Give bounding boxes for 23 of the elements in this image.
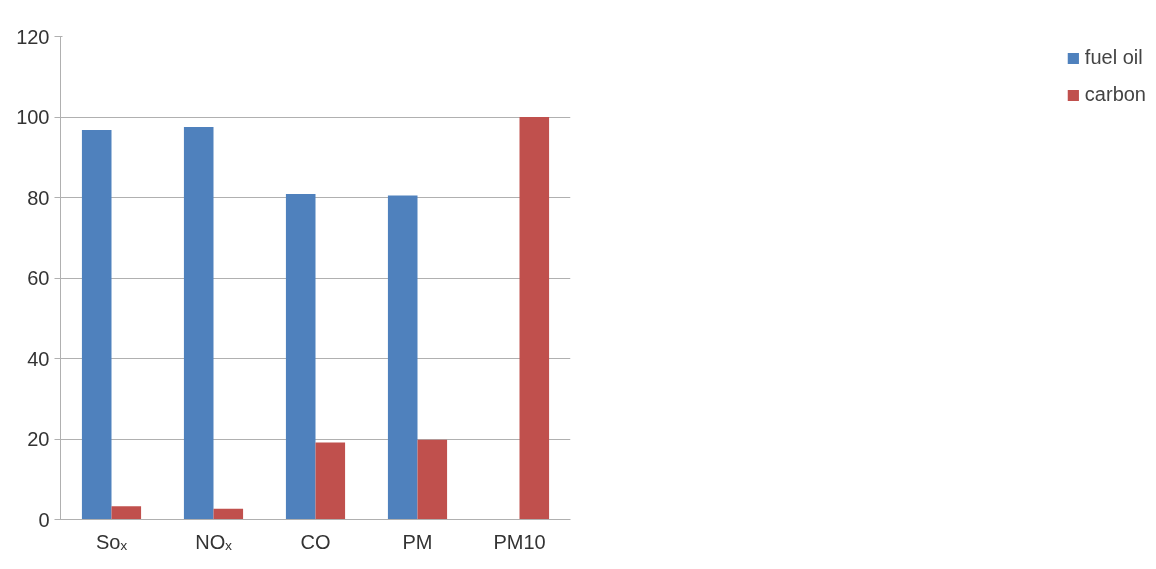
x-tick-label: NOₓ	[195, 530, 233, 553]
x-tick-label: PM10	[493, 530, 546, 553]
bar	[387, 195, 418, 520]
bar	[81, 129, 112, 520]
bar	[285, 193, 316, 520]
x-tick-label: PM	[402, 530, 433, 553]
y-tick-label: 60	[27, 267, 50, 289]
legend-label: carbon	[1084, 83, 1146, 106]
bar	[315, 442, 346, 520]
y-tick-label: 120	[16, 25, 50, 48]
legend-label: fuel oil	[1084, 46, 1143, 69]
y-tick-label: 0	[38, 508, 50, 531]
bar	[213, 508, 244, 520]
bar	[417, 439, 448, 520]
bar	[183, 127, 214, 520]
y-tick-label: 80	[27, 186, 50, 209]
y-tick-label: 20	[27, 428, 50, 450]
bar	[111, 506, 142, 520]
y-tick-label: 40	[27, 347, 50, 370]
y-tick-label: 100	[16, 106, 50, 128]
x-tick-label: CO	[300, 530, 331, 553]
x-tick-label: Soₓ	[95, 530, 128, 553]
bar	[519, 117, 550, 520]
